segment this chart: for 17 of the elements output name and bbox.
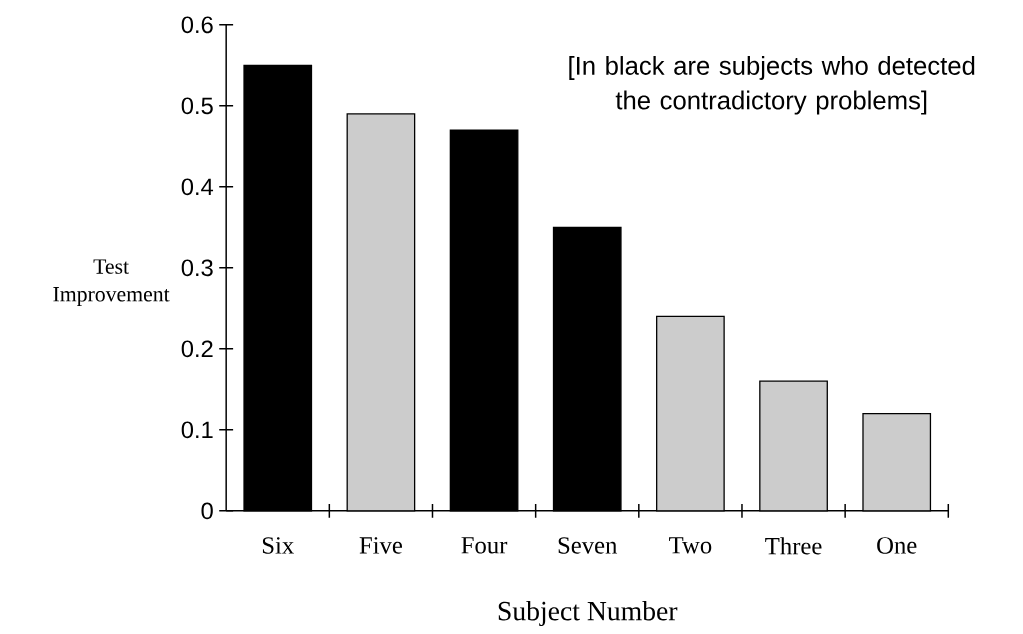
x-tick-label: Seven — [558, 537, 618, 554]
y-tick-label: 0.3 — [181, 259, 213, 277]
y-tick-label: 0.1 — [181, 421, 213, 439]
y-tick-label: 0.2 — [181, 340, 213, 358]
y-tick-label: 0.5 — [181, 97, 213, 115]
x-tick-label: Three — [765, 537, 822, 555]
y-axis-title: Test Improvement — [53, 259, 170, 307]
x-tick-label: Six — [262, 537, 294, 554]
x-tick-label: Five — [359, 537, 403, 554]
x-tick-label: Four — [461, 537, 508, 554]
x-axis-title: Subject Number — [498, 601, 678, 627]
x-tick-label: One — [877, 537, 917, 554]
y-tick-label: 0 — [201, 502, 213, 520]
y-tick-label: 0.4 — [181, 178, 214, 196]
annotation: [In black are subjects who detected the contradictory problems] — [569, 56, 975, 115]
y-tick-label: 0.6 — [181, 16, 213, 34]
x-tick-label: Two — [669, 537, 712, 554]
